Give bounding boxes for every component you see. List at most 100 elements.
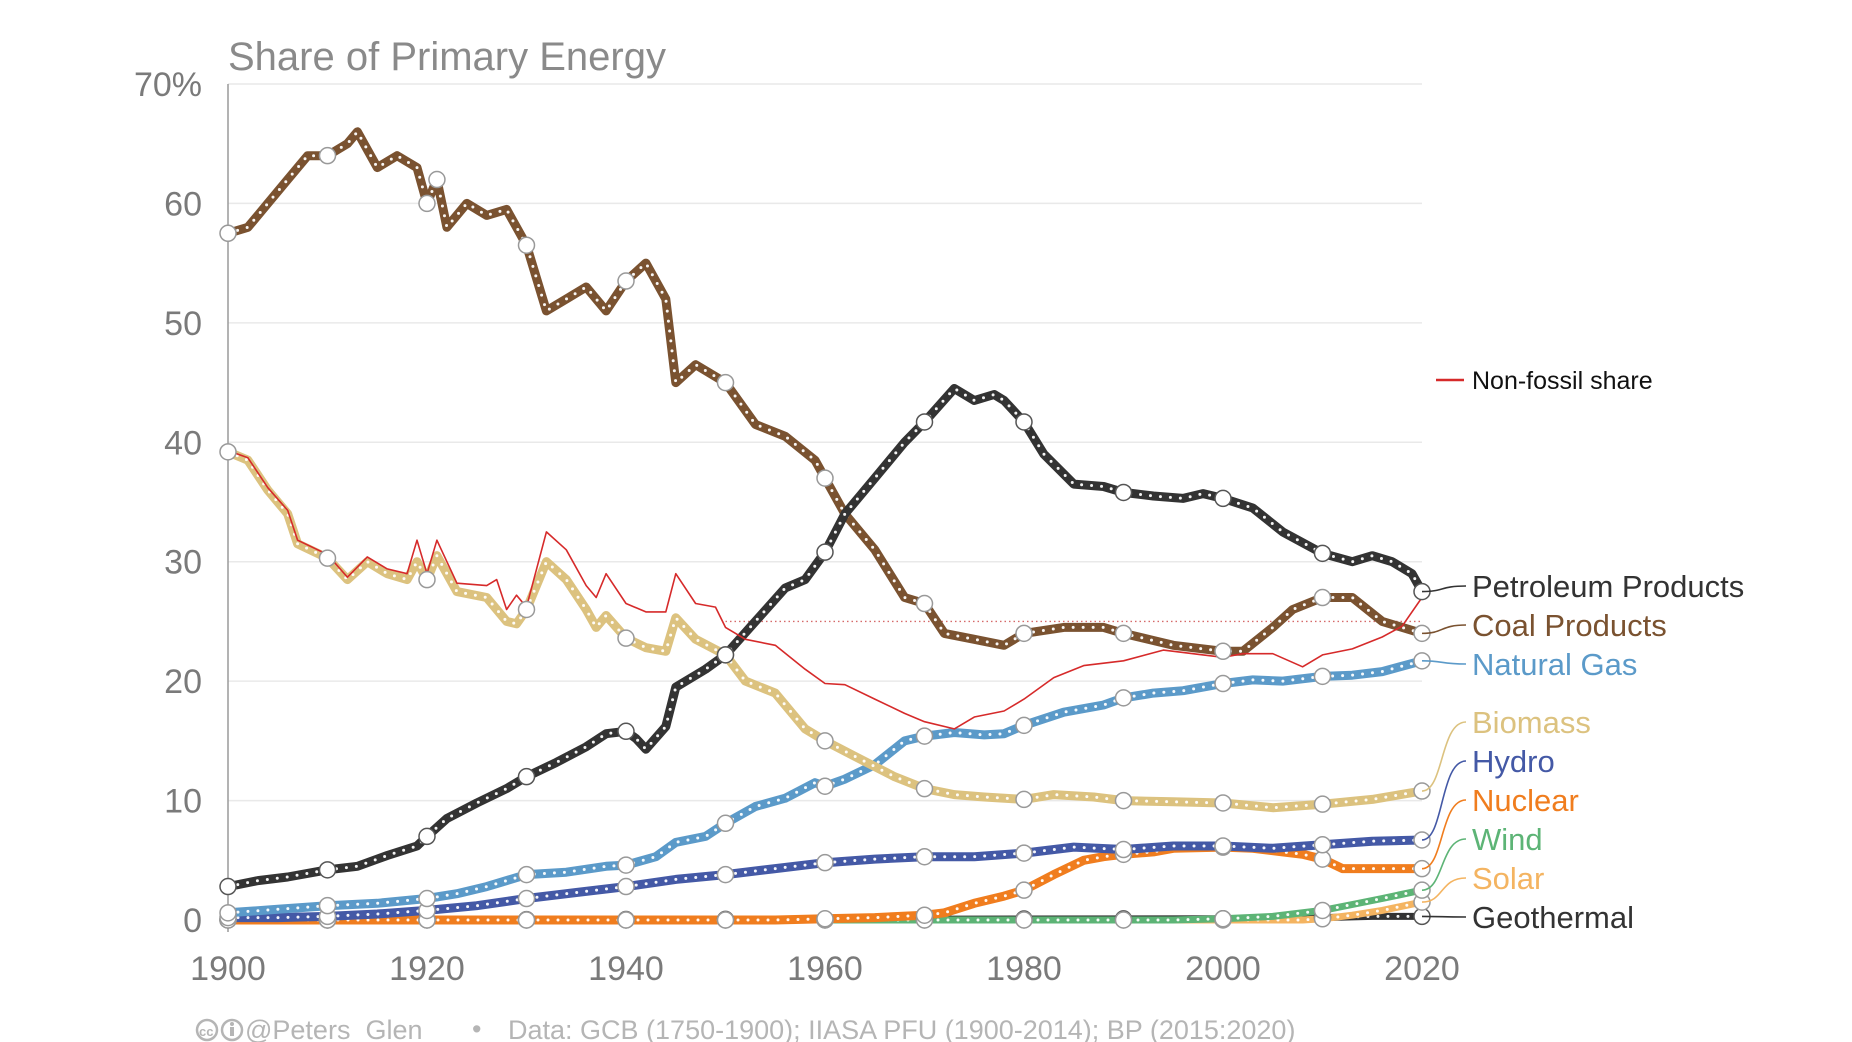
x-tick-labels: 1900 1920 1940 1960 1980 2000 2020 <box>190 950 1460 988</box>
geothermal-label: Geothermal <box>1472 900 1634 935</box>
natural-gas-marker-1940 <box>617 856 635 874</box>
hydro-marker-1950 <box>716 865 735 884</box>
wind-label: Wind <box>1472 822 1543 857</box>
nuclear-line-dots <box>226 845 1424 922</box>
y-tick-10: 10 <box>164 783 202 821</box>
natural-gas-marker-1950 <box>716 814 735 833</box>
biomass-marker-2000 <box>1214 794 1232 812</box>
biomass-marker-2010 <box>1313 795 1332 813</box>
coal-products-marker-2000 <box>1214 642 1232 661</box>
y-tick-50: 50 <box>164 305 202 343</box>
wind-marker-2000 <box>1214 910 1232 928</box>
hydro-marker-1980 <box>1015 844 1033 862</box>
biomass-marker-1980 <box>1015 790 1033 809</box>
nuclear-marker-1960 <box>816 910 834 928</box>
geothermal-line-dots <box>226 914 1424 922</box>
coal-products-marker-1950 <box>716 373 735 392</box>
svg-text:cc: cc <box>199 1024 213 1039</box>
nuclear-marker-1930 <box>517 911 536 929</box>
non-fossil-share-line <box>227 449 1423 730</box>
coal-products-marker-1970 <box>915 594 934 613</box>
natural-gas-marker-1970 <box>915 727 934 745</box>
wind-marker-2010 <box>1313 901 1332 920</box>
petroleum-products-marker-1970 <box>915 413 934 431</box>
petroleum-products-leader <box>1421 585 1467 593</box>
biomass-marker-1990 <box>1114 791 1133 810</box>
nuclear-leader <box>1421 799 1467 870</box>
coal-products-marker-1930 <box>517 236 536 254</box>
coal-products-marker-1940 <box>617 272 635 290</box>
nuclear-marker-1980 <box>1015 881 1033 899</box>
series-labels: Coal Products Petroleum Products Natural G… <box>1421 569 1744 935</box>
biomass-marker-1970 <box>915 779 934 798</box>
y-tick-60: 60 <box>164 185 202 223</box>
nuclear-marker-1970 <box>915 906 934 924</box>
natural-gas-marker-1960 <box>816 777 834 795</box>
credit-line: cc @Peters_Glen • Data: GCB (1750-1900);… <box>195 1014 1295 1042</box>
hydro-marker-2000 <box>1214 837 1232 855</box>
nuclear-label: Nuclear <box>1472 783 1579 818</box>
coal-products-marker-1960 <box>816 469 834 487</box>
credit-handle: @Peters_Glen <box>245 1015 423 1042</box>
biomass-label: Biomass <box>1472 705 1591 740</box>
y-tick-70: 70% <box>134 66 202 104</box>
grid-lines <box>228 83 1422 802</box>
series-layer <box>223 127 1427 925</box>
coal-products-marker-1980 <box>1015 624 1033 643</box>
x-tick-1920: 1920 <box>389 950 465 988</box>
credit-source: Data: GCB (1750-1900); IIASA PFU (1900-2… <box>508 1015 1295 1042</box>
x-tick-1900: 1900 <box>190 950 266 988</box>
wind-marker-1990 <box>1114 911 1133 929</box>
nuclear-marker-1950 <box>716 911 735 929</box>
petroleum-products-marker-1950 <box>716 646 735 664</box>
natural-gas-marker-1980 <box>1015 716 1033 735</box>
petroleum-products-marker-1960 <box>816 543 834 561</box>
wind-line-dots <box>226 888 1424 922</box>
biomass-leader <box>1421 721 1467 792</box>
geothermal-leader <box>1421 915 1467 918</box>
hydro-marker-1960 <box>816 853 834 872</box>
wind-leader <box>1421 838 1467 891</box>
petroleum-products-label: Petroleum Products <box>1472 569 1744 604</box>
x-tick-1960: 1960 <box>787 950 863 988</box>
natural-gas-marker-1930 <box>517 865 536 884</box>
hydro-marker-1970 <box>915 847 934 866</box>
solar-label: Solar <box>1472 861 1544 896</box>
y-tick-40: 40 <box>164 424 202 462</box>
petroleum-products-marker-1940 <box>617 722 635 741</box>
legend: Non-fossil share <box>1436 367 1653 395</box>
natural-gas-marker-2010 <box>1313 667 1332 686</box>
biomass-marker-1940 <box>617 629 635 647</box>
natural-gas-marker-1910 <box>318 896 337 915</box>
non-fossil-layer <box>227 449 1423 730</box>
biomass-marker-1910 <box>318 549 337 567</box>
coal-products-marker-1920 <box>418 194 436 213</box>
coal-products-marker-1900 <box>219 224 237 243</box>
biomass-line-dots <box>226 450 1424 810</box>
x-tick-2020: 2020 <box>1384 950 1460 988</box>
coal-products-marker-2010 <box>1313 588 1332 607</box>
petroleum-products-marker-2010 <box>1313 544 1332 563</box>
hydro-marker-2010 <box>1313 836 1332 854</box>
solar-line-dots <box>226 900 1424 922</box>
coal-products-line-dots <box>226 129 1424 653</box>
chart-title: Share of Primary Energy <box>228 35 666 79</box>
y-tick-20: 20 <box>164 663 202 701</box>
natural-gas-marker-1990 <box>1114 689 1133 707</box>
hydro-marker-1990 <box>1114 840 1133 859</box>
coal-products-marker-1921 <box>428 170 446 189</box>
petroleum-products-marker-2000 <box>1214 489 1232 508</box>
biomass-marker-1920 <box>418 570 436 589</box>
solar-leader <box>1421 877 1467 903</box>
natural-gas-label: Natural Gas <box>1472 647 1637 682</box>
coal-products-marker-1910 <box>318 146 337 165</box>
decade-markers <box>219 146 1431 929</box>
x-tick-2000: 2000 <box>1185 950 1261 988</box>
x-tick-1940: 1940 <box>588 950 664 988</box>
wind-marker-1980 <box>1015 911 1033 929</box>
credit-separator: • <box>472 1014 481 1042</box>
petroleum-products-marker-1900 <box>219 877 237 896</box>
x-tick-1980: 1980 <box>986 950 1062 988</box>
petroleum-products-line <box>223 384 1427 892</box>
hydro-marker-1940 <box>617 877 635 896</box>
